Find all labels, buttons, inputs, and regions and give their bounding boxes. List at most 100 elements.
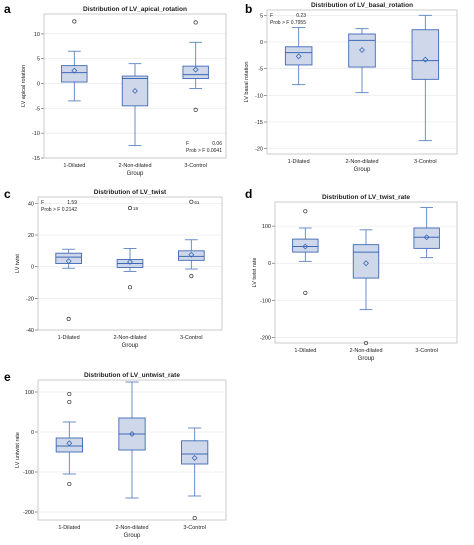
y-axis-label: LV twist rate <box>252 258 258 288</box>
mean-marker <box>422 56 429 63</box>
stats-value: 1.59 <box>67 200 77 206</box>
y-axis-label: LV twist <box>15 254 21 273</box>
y-tick-label: 5 <box>37 57 40 63</box>
y-tick-label: -200 <box>23 510 34 516</box>
panel-letter: c <box>4 187 11 201</box>
box-iqr <box>55 437 83 453</box>
y-tick-label: -100 <box>23 470 34 476</box>
mean-marker <box>302 243 309 250</box>
chart-d: Distribution of LV_twist_rate -200 -100 0 10… <box>252 194 458 362</box>
y-tick-label: -40 <box>26 328 34 334</box>
x-axis-label: Group <box>354 167 371 173</box>
x-axis-label: Group <box>122 343 139 349</box>
panel-letter: e <box>4 370 11 384</box>
outlier-point <box>127 206 133 211</box>
panel-d: d Distribution of LV_twist_rate -200 -100 0… <box>237 185 474 362</box>
x-tick-label: 3-Control <box>414 159 437 165</box>
y-tick-label: 0 <box>31 265 34 271</box>
x-tick-label: 2-Non-dilated <box>118 163 151 169</box>
y-axis-label: LV apical rotation <box>21 65 27 107</box>
x-tick-label: 1-Dilated <box>63 163 85 169</box>
stats-value: 0.2142 <box>62 207 78 213</box>
stats-value: 0.0041 <box>207 148 223 154</box>
plot-frame <box>274 201 458 344</box>
y-tick-label: 5 <box>260 13 263 19</box>
panel-a: a Distribution of LV_apical_rotation -15 -… <box>0 0 237 185</box>
y-tick-label: -10 <box>255 93 263 99</box>
outlier-point <box>193 20 198 25</box>
outlier-point <box>127 285 133 290</box>
y-tick-label: -5 <box>35 106 40 112</box>
mean-marker <box>363 260 369 267</box>
mean-marker <box>71 67 78 74</box>
outlier-point <box>193 107 198 112</box>
mean-marker <box>423 234 430 241</box>
y-tick-label: 0 <box>268 261 271 267</box>
chart-c: Distribution of LV_twist -40 -20 0 20 40 1-Dil… <box>15 189 223 349</box>
stats-value: 0.23 <box>296 13 306 19</box>
x-tick-label: 3-Control <box>415 348 438 354</box>
x-tick-label: 2-Non-dilated <box>349 348 382 354</box>
chart-e: Distribution of LV_untwist_rate -200 -100 0… <box>15 372 227 539</box>
x-axis-label: Group <box>124 533 141 539</box>
box-iqr <box>181 440 209 465</box>
chart-title: Distribution of LV_twist_rate <box>322 194 410 201</box>
box-iqr <box>284 46 313 66</box>
y-tick-label: -100 <box>260 298 271 304</box>
chart-title: Distribution of LV_apical_rotation <box>83 6 187 13</box>
mean-marker <box>191 455 198 461</box>
outlier-point <box>66 316 71 321</box>
y-tick-label: 0 <box>37 82 40 88</box>
x-tick-label: 3-Control <box>180 335 203 341</box>
mean-marker <box>132 87 138 94</box>
stats-label: Prob > F <box>270 20 289 26</box>
x-tick-label: 2-Non-dilated <box>115 525 148 531</box>
x-axis-label: Group <box>358 356 375 362</box>
stats-label: F <box>41 200 44 206</box>
y-tick-label: 20 <box>28 233 34 239</box>
y-tick-label: 0 <box>31 430 34 436</box>
y-tick-label: 100 <box>25 390 34 396</box>
plot-frame <box>266 9 458 155</box>
x-tick-label: 1-Dilated <box>288 159 310 165</box>
y-axis-label: LV basal rotation <box>244 62 250 103</box>
outlier-point <box>189 274 194 279</box>
outlier-point <box>72 19 77 24</box>
box-iqr <box>348 33 376 68</box>
stats-label: Prob > F <box>41 207 60 213</box>
y-tick-label: -20 <box>26 296 34 302</box>
y-tick-label: -200 <box>260 335 271 341</box>
mean-marker <box>65 258 72 265</box>
mean-marker <box>359 47 365 53</box>
box-iqr <box>178 250 205 261</box>
mean-marker <box>127 258 133 265</box>
x-tick-label: 1-Dilated <box>58 525 80 531</box>
chart-title: Distribution of LV_twist <box>94 189 167 196</box>
x-tick-label: 1-Dilated <box>58 335 80 341</box>
chart-title: Distribution of LV_basal_rotation <box>311 2 413 9</box>
plot-frame <box>37 196 223 331</box>
x-tick-label: 3-Control <box>184 163 207 169</box>
outlier-point <box>303 209 308 214</box>
box-iqr <box>61 65 88 83</box>
y-tick-label: -15 <box>32 156 40 162</box>
stats-label: F <box>270 13 273 19</box>
x-tick-label: 1-Dilated <box>294 348 316 354</box>
panel-letter: d <box>245 187 253 201</box>
stats-value: 0.7955 <box>291 20 307 26</box>
y-tick-label: 40 <box>28 201 34 207</box>
box-iqr <box>121 75 149 107</box>
box-iqr <box>413 227 440 249</box>
y-tick-label: 0 <box>260 40 263 46</box>
box-iqr <box>411 29 440 80</box>
panel-letter: a <box>4 2 11 16</box>
mean-marker <box>129 431 135 437</box>
y-tick-label: -15 <box>255 120 263 126</box>
chart-a: Distribution of LV_apical_rotation -15 -10… <box>21 6 227 177</box>
y-tick-label: -20 <box>255 147 263 153</box>
stats-value: 0.06 <box>212 141 222 147</box>
mean-marker <box>295 53 302 60</box>
mean-marker <box>188 251 195 258</box>
stats-label: Prob > F <box>186 148 205 154</box>
outlier-point <box>67 481 72 487</box>
